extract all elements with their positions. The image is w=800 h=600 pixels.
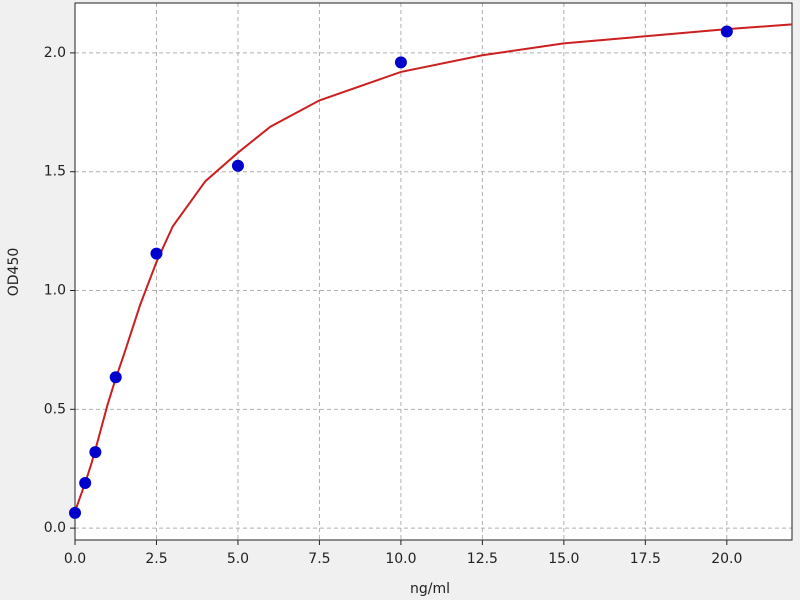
- fit-curve: [74, 23, 793, 512]
- y-tick-label: 1.0: [44, 283, 66, 299]
- x-tick-label: 7.5: [308, 551, 330, 567]
- y-tick-label: 1.5: [44, 164, 66, 180]
- data-point: [79, 476, 92, 489]
- y-axis-label: OD450: [6, 248, 22, 297]
- data-point: [394, 56, 407, 69]
- plot-frame: [74, 2, 793, 541]
- x-tick-label: 20.0: [711, 551, 742, 567]
- x-tick-label: 15.0: [548, 551, 579, 567]
- data-point: [69, 506, 81, 519]
- x-tick-label: 2.5: [145, 551, 167, 567]
- x-tick-label: 12.5: [467, 551, 498, 567]
- x-tick-label: 10.0: [385, 551, 416, 567]
- data-point: [150, 247, 163, 260]
- x-axis-label: ng/ml: [410, 581, 450, 597]
- data-point: [89, 446, 102, 459]
- x-tick-label: 5.0: [227, 551, 249, 567]
- y-tick-label: 0.5: [44, 401, 66, 417]
- data-point: [720, 25, 733, 38]
- plot-area: [75, 3, 792, 540]
- x-tick-label: 17.5: [630, 551, 661, 567]
- x-tick-label: 0.0: [64, 551, 86, 567]
- y-tick-label: 0.0: [44, 520, 66, 536]
- y-tick-label: 2.0: [44, 45, 66, 61]
- data-point: [231, 159, 244, 172]
- data-point: [109, 371, 122, 384]
